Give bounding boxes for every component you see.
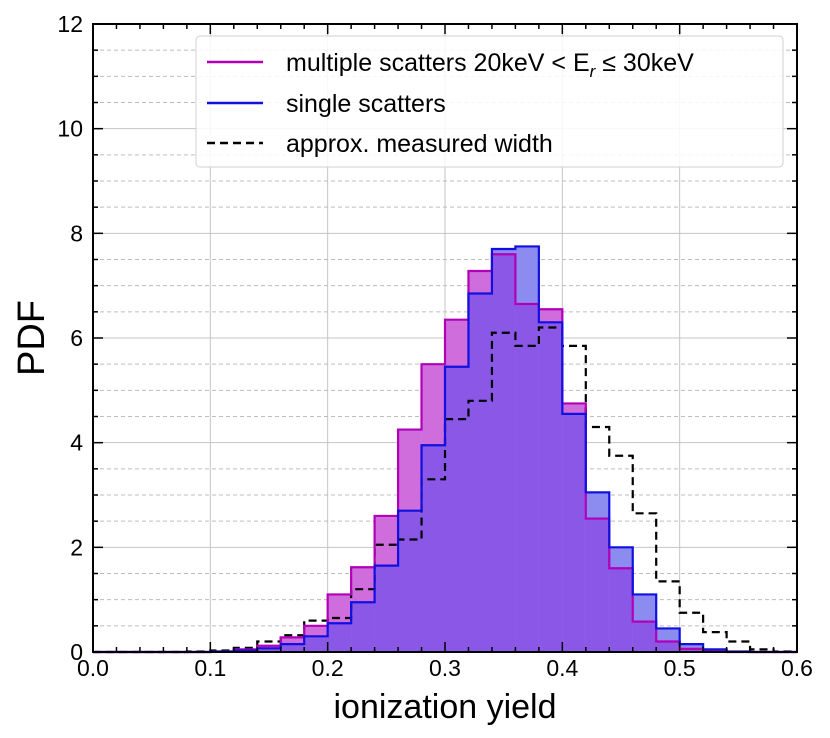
tick-labels: 0.0 0.1 0.2 0.3 0.4 0.5 0.6 0 2 4 6 8 10 12	[57, 11, 813, 681]
line-approx-measured-width	[93, 326, 797, 654]
bar-overlap	[491, 254, 516, 652]
x-tick-label: 0.6	[781, 655, 813, 681]
x-axis-label: ionization yield	[333, 688, 556, 726]
y-tick-label: 0	[70, 639, 83, 665]
bar-overlap	[257, 648, 281, 652]
bar-overlap	[421, 445, 445, 652]
legend-label-single-scatters: single scatters	[286, 90, 446, 118]
bar-overlap	[445, 366, 469, 652]
bar-overlap	[327, 623, 352, 652]
y-tick-label: 2	[70, 534, 83, 560]
bar-overlap	[468, 293, 492, 652]
bar-overlap	[351, 602, 375, 652]
x-tick-label: 0.3	[429, 655, 461, 681]
y-tick-label: 4	[70, 430, 83, 456]
x-tick-label: 0.4	[546, 655, 578, 681]
bar-overlap	[398, 510, 422, 652]
legend-text-tail: ≤ 30keV	[595, 49, 694, 77]
x-tick-label: 0.2	[312, 655, 344, 681]
legend-label-multiple-scatters: multiple scatters 20keV < Er ≤ 30keV	[286, 49, 694, 81]
bar-overlap	[656, 641, 680, 652]
y-tick-label: 6	[70, 325, 83, 351]
legend: multiple scatters 20keV < Er ≤ 30keV sin…	[195, 35, 784, 168]
bar-overlap	[515, 303, 539, 652]
plot-frame	[92, 23, 798, 653]
x-tick-label: 0.1	[194, 655, 226, 681]
x-tick-label: 0.0	[77, 655, 109, 681]
bar-overlap	[632, 621, 657, 652]
legend-box	[195, 35, 784, 168]
bar-overlap	[609, 568, 633, 652]
overlap-fill	[210, 254, 727, 652]
bar-overlap	[585, 518, 610, 652]
legend-subscript: r	[590, 62, 597, 81]
y-tick-label: 8	[70, 220, 83, 246]
bar-overlap	[538, 322, 563, 652]
bar-overlap	[374, 565, 399, 652]
x-tick-label: 0.5	[664, 655, 696, 681]
y-tick-label: 10	[57, 116, 83, 142]
bar-overlap	[679, 648, 704, 652]
bar-overlap	[280, 644, 305, 652]
legend-text-main: multiple scatters 20keV < E	[286, 49, 590, 77]
bar-overlap	[304, 636, 328, 652]
y-tick-label: 12	[57, 11, 83, 37]
y-axis-label: PDF	[11, 300, 53, 376]
legend-label-measured-width: approx. measured width	[286, 130, 553, 158]
bar-overlap	[562, 413, 586, 652]
